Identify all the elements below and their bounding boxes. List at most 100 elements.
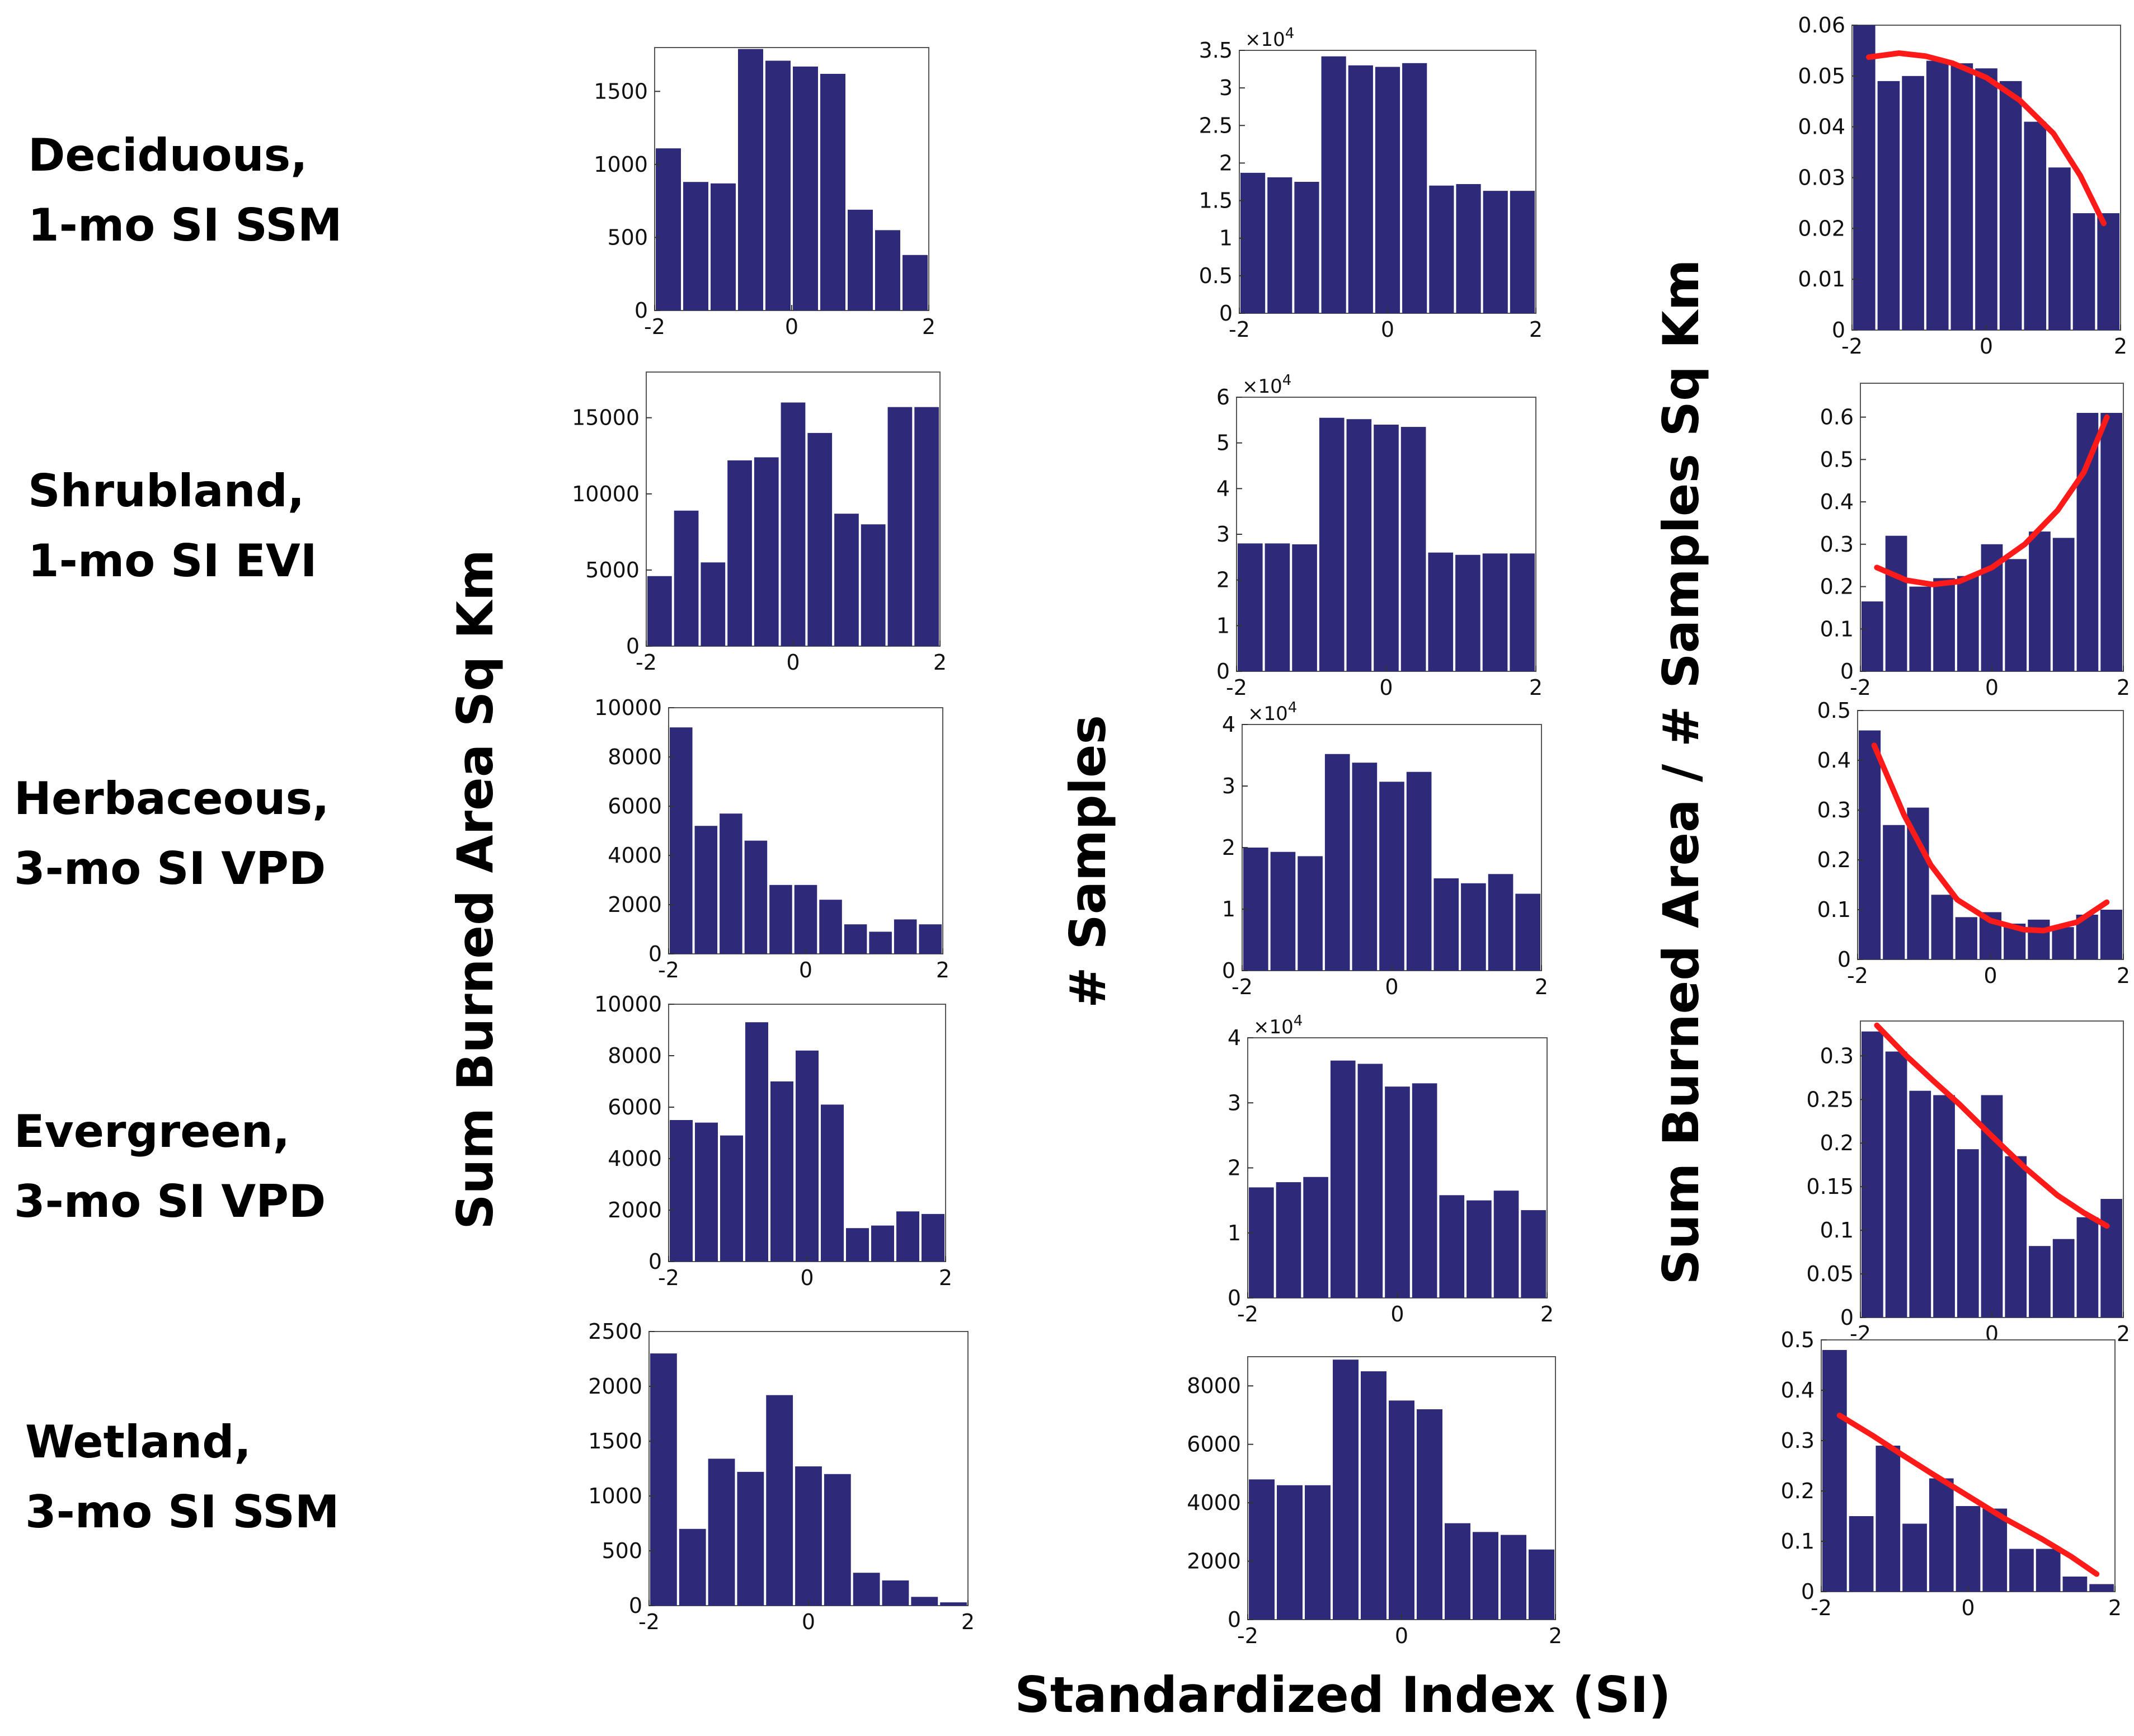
bar — [744, 840, 768, 954]
bar — [903, 255, 928, 310]
y-tick-label: 0.2 — [1817, 848, 1851, 872]
y-tick-label: 0 — [634, 298, 648, 323]
bar — [2028, 919, 2050, 959]
bar — [794, 885, 817, 954]
y-tick-label: 2 — [1219, 150, 1233, 175]
bar — [1455, 554, 1480, 671]
x-tick-label: 2 — [961, 1610, 975, 1634]
bar — [2036, 1549, 2061, 1592]
fit-curve — [1874, 414, 2110, 587]
row-label-line1: Wetland, — [25, 1416, 251, 1468]
y-tick-label: 0 — [1832, 318, 1845, 342]
y-tick-label: 8000 — [608, 1043, 662, 1068]
x-tick-label: -2 — [1811, 1596, 1832, 1620]
y-tick-label: 0.01 — [1798, 267, 1845, 291]
bar — [738, 49, 763, 310]
y-tick-label: 0.5 — [1781, 1328, 1815, 1352]
bar — [1461, 883, 1486, 971]
bar — [2076, 413, 2099, 671]
bar — [766, 1395, 793, 1606]
y-tick-label: 0.3 — [1820, 532, 1854, 557]
y-tick-label: 0 — [1840, 659, 1854, 684]
y-tick-label: 6000 — [608, 794, 662, 818]
row-label-line2: 3-mo SI SSM — [25, 1486, 340, 1538]
bar — [2005, 559, 2027, 671]
bar — [940, 1602, 967, 1606]
bar — [1933, 578, 1955, 671]
chart-r5c3: 00.10.20.30.40.5-2 0 2 — [1781, 1328, 2122, 1620]
bar — [1849, 1516, 1874, 1592]
bar — [1389, 1400, 1414, 1620]
bar — [1374, 425, 1399, 671]
y-tick-label: 0.03 — [1798, 166, 1845, 190]
bar — [1267, 177, 1292, 313]
x-tick-label: 2 — [2114, 334, 2127, 359]
bar — [1955, 917, 1977, 959]
x-tick-label: 2 — [936, 958, 950, 982]
y-tick-label: 2500 — [588, 1319, 642, 1344]
bar — [894, 919, 917, 954]
y-tick-label: 0.3 — [1820, 1043, 1854, 1068]
x-tick-label: 0 — [802, 1610, 815, 1634]
bar — [1909, 1090, 1931, 1318]
y-tick-label: 2 — [1222, 835, 1235, 860]
bar — [1265, 543, 1290, 671]
bar — [1926, 60, 1949, 330]
y-tick-label: 6000 — [1187, 1432, 1241, 1457]
fit-curve — [1836, 1413, 2100, 1577]
chart-r2c3: 00.10.20.30.40.50.6-2 0 2 — [1820, 383, 2130, 700]
x-tick-label: 2 — [939, 1265, 952, 1290]
y-tick-label: 0.05 — [1806, 1262, 1854, 1286]
bar — [853, 1573, 880, 1606]
x-tick-label: 2 — [1549, 1624, 1562, 1648]
bar — [1515, 893, 1540, 971]
bar — [793, 66, 818, 310]
bar — [819, 900, 842, 954]
bar — [650, 1353, 677, 1606]
y-tick-label: 2.5 — [1199, 113, 1233, 138]
y-tick-label: 0.4 — [1781, 1378, 1815, 1403]
y-exponent-label: ×104 — [1242, 372, 1291, 398]
bar — [1361, 1371, 1386, 1620]
y-tick-label: 4 — [1228, 1025, 1241, 1050]
y-label-col1: Sum Burned Area Sq Km — [446, 549, 504, 1230]
y-tick-label: 0.02 — [1798, 216, 1845, 241]
bar — [1292, 544, 1317, 671]
bar — [2076, 1217, 2099, 1318]
bar — [1270, 851, 1296, 971]
x-tick-label: 2 — [933, 650, 947, 675]
x-tick-label: -2 — [658, 1265, 679, 1290]
y-tick-label: 0.6 — [1820, 405, 1854, 430]
y-tick-label: 0.1 — [1817, 897, 1851, 922]
x-tick-label: 2 — [2117, 1321, 2130, 1346]
bar — [1276, 1182, 1301, 1298]
bar — [821, 1104, 844, 1262]
bar — [737, 1471, 764, 1606]
bar — [2097, 213, 2119, 330]
y-tick-label: 0.4 — [1817, 748, 1851, 773]
x-tick-label: -2 — [1841, 334, 1863, 359]
bar — [1249, 1187, 1274, 1298]
y-tick-label: 0.2 — [1820, 1131, 1854, 1155]
bar — [2100, 413, 2122, 671]
y-tick-label: 4000 — [1187, 1490, 1241, 1515]
bar — [1956, 1506, 1981, 1592]
bar — [1957, 576, 1979, 671]
bar — [1521, 1210, 1546, 1298]
bar — [1249, 1479, 1275, 1620]
bar — [1294, 182, 1319, 313]
x-tick-label: 2 — [1529, 675, 1543, 700]
y-tick-label: 3 — [1219, 76, 1233, 100]
bar — [1330, 1060, 1356, 1298]
y-exponent-label: ×104 — [1245, 25, 1294, 51]
y-tick-label: 0.06 — [1798, 13, 1845, 37]
x-tick-label: -2 — [658, 958, 679, 982]
bar — [1417, 1409, 1442, 1620]
bar — [1933, 1095, 1955, 1318]
